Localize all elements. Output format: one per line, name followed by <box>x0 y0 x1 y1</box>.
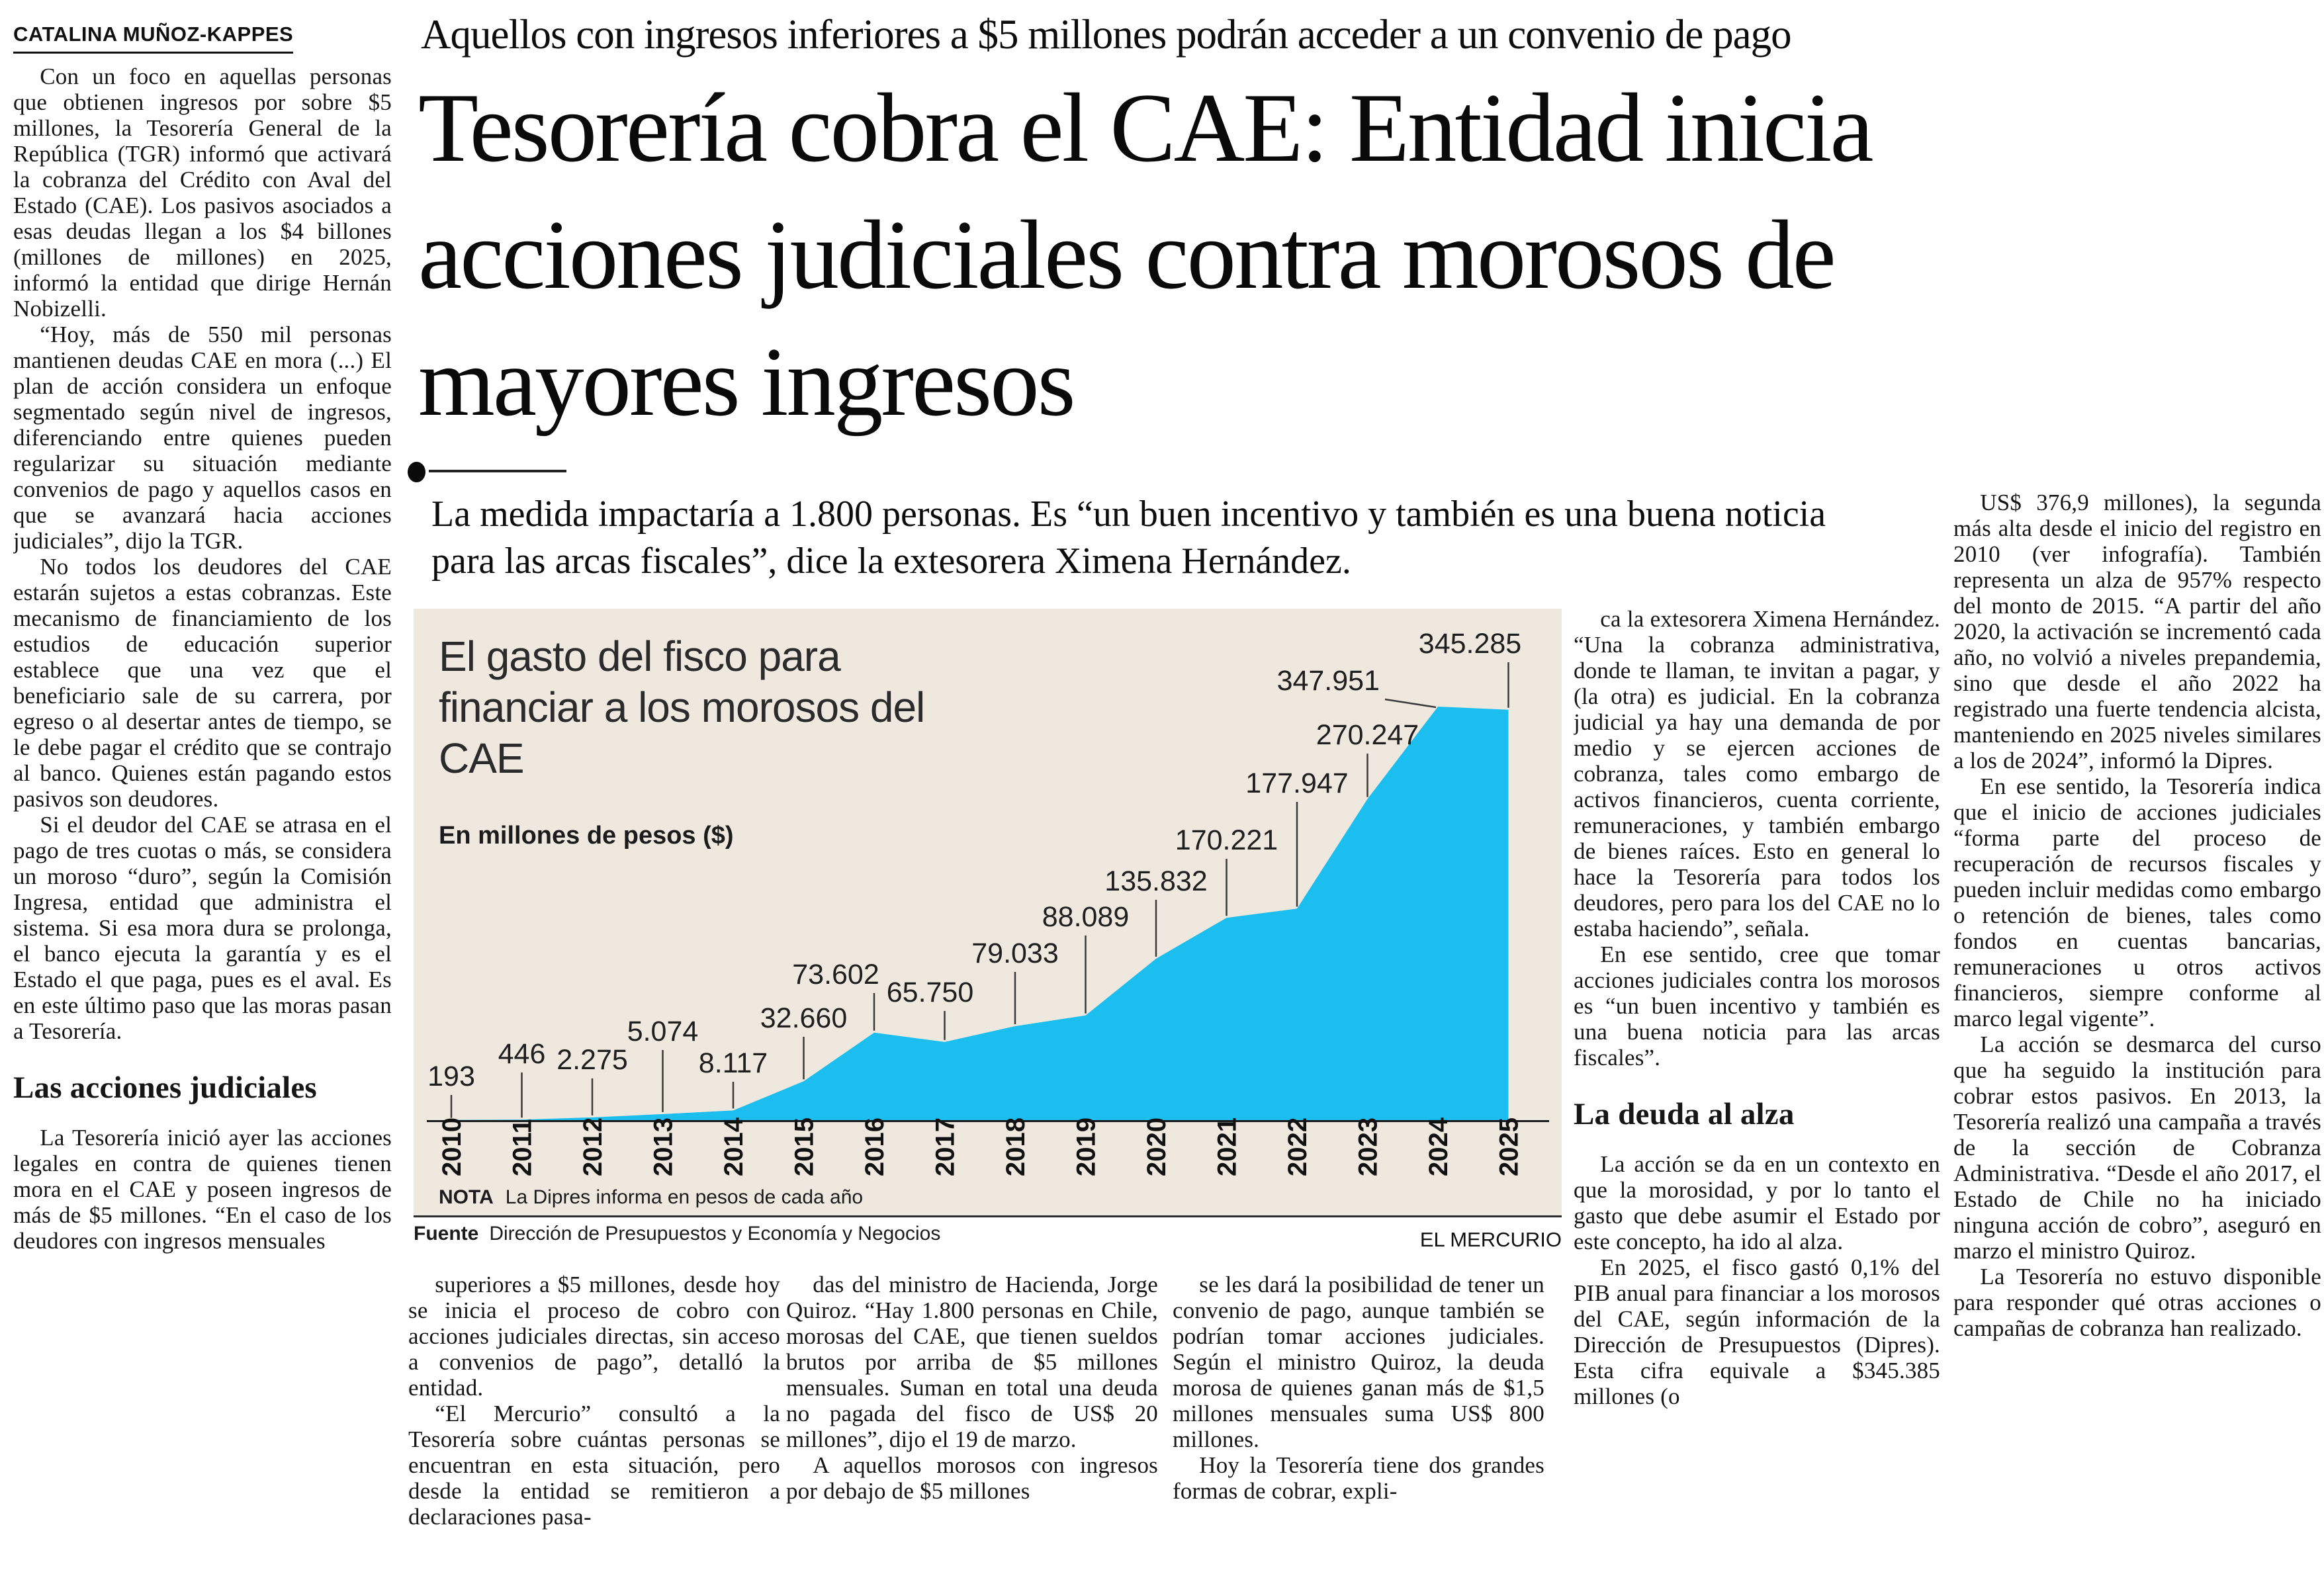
year-tick-label: 2019 <box>1072 1117 1101 1176</box>
paragraph: se les dará la posibilidad de tener un c… <box>1173 1272 1544 1452</box>
far-right-column: US$ 376,9 millones), la segunda más alta… <box>1953 490 2321 1571</box>
year-tick-label: 2014 <box>719 1117 748 1176</box>
value-label: 8.117 <box>699 1047 768 1079</box>
year-tick-label: 2021 <box>1213 1117 1242 1176</box>
value-label: 347.951 <box>1277 665 1380 697</box>
paragraph: La Tesorería inició ayer las acciones le… <box>13 1125 392 1254</box>
chart-title: El gasto del fisco para financiar a los … <box>439 633 925 782</box>
year-tick-label: 2012 <box>578 1117 607 1176</box>
paragraph: A aquellos morosos con ingresos por deba… <box>786 1452 1158 1504</box>
leader-line <box>1384 698 1437 709</box>
year-tick-label: 2024 <box>1424 1117 1453 1176</box>
year-tick-label: 2013 <box>649 1117 678 1176</box>
paragraph: “El Mercurio” consultó a la Tesorería so… <box>408 1401 780 1530</box>
year-tick-label: 2022 <box>1283 1117 1312 1176</box>
paragraph: La Tesorería no estuvo disponible para r… <box>1953 1264 2321 1341</box>
value-label: 446 <box>498 1038 546 1070</box>
paragraph: das del ministro de Hacienda, Jorge Quir… <box>786 1272 1158 1452</box>
year-tick-label: 2010 <box>437 1117 467 1176</box>
subhead-acciones-judiciales: Las acciones judiciales <box>13 1070 317 1105</box>
kicker: Aquellos con ingresos inferiores a $5 mi… <box>421 11 1792 58</box>
value-label: 65.750 <box>887 977 974 1008</box>
right-of-chart-column: ca la extesorera Ximena Hernández. “Una … <box>1574 606 1940 1572</box>
bottom-column-4: se les dará la posibilidad de tener un c… <box>1173 1272 1544 1569</box>
headline: Tesorería cobra el CAE: Entidad inicia a… <box>418 73 1874 437</box>
value-label: 170.221 <box>1175 824 1278 856</box>
paragraph: US$ 376,9 millones), la segunda más alta… <box>1953 490 2321 773</box>
year-tick-label: 2011 <box>508 1119 537 1176</box>
left-column-paragraphs: Con un foco en aquellas personas que obt… <box>13 64 392 1044</box>
value-label: 2.275 <box>557 1044 628 1076</box>
paragraph: Hoy la Tesorería tiene dos grandes forma… <box>1173 1452 1544 1504</box>
source: Fuente Dirección de Presupuestos y Econom… <box>414 1223 940 1252</box>
year-tick-label: 2015 <box>790 1117 819 1176</box>
chart-note-label: NOTA <box>439 1186 494 1208</box>
deck-rule <box>429 470 566 472</box>
value-label: 88.089 <box>1042 901 1130 933</box>
value-label: 177.947 <box>1245 767 1348 799</box>
chart-subtitle: En millones de pesos ($) <box>439 822 734 850</box>
paragraph: En ese sentido, cree que tomar acciones … <box>1574 941 1940 1070</box>
paragraph: En 2025, el fisco gastó 0,1% del PIB anu… <box>1574 1254 1940 1409</box>
area-series <box>451 707 1509 1120</box>
left-column-paragraphs-after: La Tesorería inició ayer las acciones le… <box>13 1125 392 1254</box>
paragraph: superiores a $5 millones, desde hoy se i… <box>408 1272 780 1401</box>
paragraph: En ese sentido, la Tesorería indica que … <box>1953 773 2321 1031</box>
chart-note: NOTA La Dipres informa en pesos de cada a… <box>439 1186 863 1209</box>
paragraph: ca la extesorera Ximena Hernández. “Una … <box>1574 606 1940 941</box>
paragraph: Con un foco en aquellas personas que obt… <box>13 64 392 322</box>
bottom-column-3: das del ministro de Hacienda, Jorge Quir… <box>786 1272 1158 1569</box>
chart-panel: 193 446 2.275 5.074 8.117 32.660 73.602 65.750 7… <box>414 609 1562 1217</box>
year-tick-label: 2018 <box>1001 1117 1030 1176</box>
value-label: 135.832 <box>1104 865 1207 897</box>
source-row: Fuente Dirección de Presupuestos y Econom… <box>414 1223 1562 1252</box>
value-label: 270.247 <box>1316 719 1419 751</box>
source-label: Fuente <box>414 1223 479 1244</box>
paragraph: La acción se da en un contexto en que la… <box>1574 1151 1940 1254</box>
paragraph: No todos los deudores del CAE estarán su… <box>13 554 392 812</box>
paragraph: Si el deudor del CAE se atrasa en el pag… <box>13 812 392 1044</box>
year-tick-label: 2023 <box>1354 1117 1383 1176</box>
value-label: 5.074 <box>627 1016 699 1047</box>
subhead-la-deuda-al-alza: La deuda al alza <box>1574 1097 1795 1131</box>
paragraph: La acción se desmarca del curso que ha s… <box>1953 1031 2321 1264</box>
value-label: 32.660 <box>760 1002 848 1034</box>
left-column: Con un foco en aquellas personas que obt… <box>13 64 392 1567</box>
paragraph: “Hoy, más de 550 mil personas mantienen … <box>13 322 392 554</box>
year-tick-label: 2016 <box>860 1117 889 1176</box>
right-column-paragraphs: ca la extesorera Ximena Hernández. “Una … <box>1574 606 1940 1070</box>
value-label: 79.033 <box>971 938 1059 969</box>
bottom-column-2: superiores a $5 millones, desde hoy se i… <box>408 1272 780 1569</box>
deck: La medida impactaría a 1.800 personas. E… <box>431 494 1826 582</box>
chart-note-text: La Dipres informa en pesos de cada año <box>505 1186 864 1208</box>
byline: CATALINA MUÑOZ-KAPPES <box>13 22 294 54</box>
year-tick-label: 2025 <box>1495 1117 1524 1176</box>
year-tick-label: 2020 <box>1142 1117 1171 1176</box>
value-label: 193 <box>427 1061 475 1092</box>
source-text: Dirección de Presupuestos y Economía y N… <box>489 1223 941 1244</box>
value-label: 73.602 <box>792 959 879 990</box>
right-column-paragraphs-after: La acción se da en un contexto en que la… <box>1574 1151 1940 1409</box>
credit: EL MERCURIO <box>1419 1228 1562 1251</box>
year-tick-label: 2017 <box>931 1117 960 1176</box>
value-label: 345.285 <box>1419 628 1521 660</box>
deck-bullet-icon <box>408 462 425 482</box>
